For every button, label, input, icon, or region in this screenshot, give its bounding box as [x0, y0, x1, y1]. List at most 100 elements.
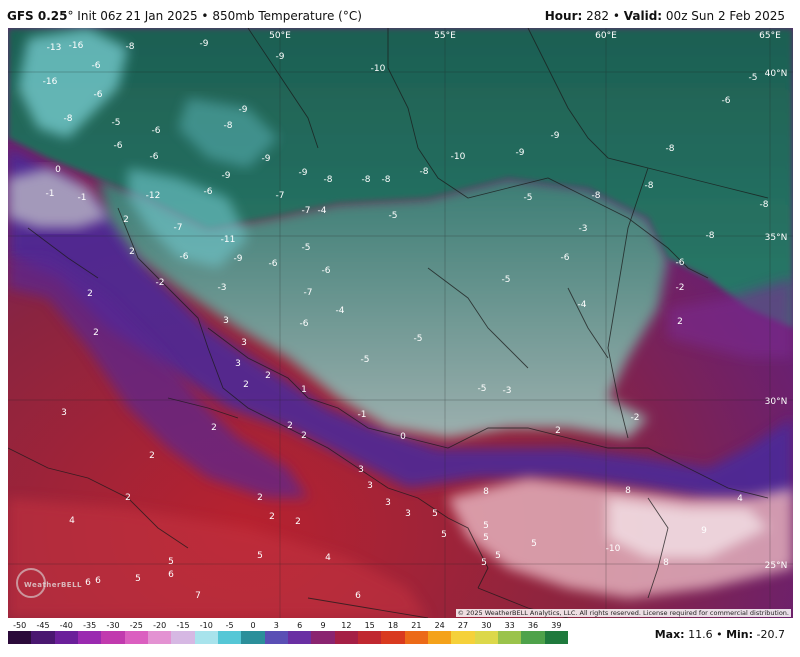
cold-patch-west [8, 168, 108, 228]
temperature-label: -8 [645, 181, 654, 191]
cool-interior-region [8, 258, 308, 498]
max-value: 11.6 [688, 628, 713, 641]
temperature-label: 5 [135, 574, 141, 584]
color-legend-swatch [404, 631, 428, 644]
temperature-label: -7 [276, 191, 285, 201]
temperature-label: 4 [69, 516, 75, 526]
color-legend-tick: -15 [176, 621, 190, 630]
temperature-label: 0 [400, 432, 406, 442]
color-legend-tick: -10 [199, 621, 213, 630]
logo-text: WeatherBELL [24, 581, 83, 589]
color-legend-ticks: -50 -45 -40 -35 -30 -25 -20 -15 -10 -5 0 3 6 9 12 15 18 2… [8, 621, 568, 632]
valid-label: Valid: [623, 9, 663, 23]
color-legend-swatch [217, 631, 242, 644]
temperature-label: 8 [663, 558, 669, 568]
temperature-label: 3 [241, 338, 247, 348]
temperature-label: -8 [420, 167, 429, 177]
temperature-label: 2 [265, 371, 271, 381]
temperature-label: -5 [302, 243, 311, 253]
temperature-label: -5 [112, 118, 121, 128]
temperature-label: 7 [195, 591, 201, 601]
temperature-label: -9 [516, 148, 525, 158]
model-name: GFS 0.25 [7, 9, 68, 23]
temperature-label: -5 [361, 355, 370, 365]
temperature-label: 3 [405, 509, 411, 519]
temperature-label: 6 [168, 570, 174, 580]
hour-value: 282 [586, 9, 610, 23]
color-legend-swatch [264, 631, 288, 644]
temperature-label: 5 [481, 558, 487, 568]
color-legend-swatch [334, 631, 358, 644]
color-legend-tick: 3 [273, 621, 279, 630]
temperature-label: 2 [149, 451, 155, 461]
temperature-label: 2 [123, 215, 129, 225]
coldest-patch-north [18, 28, 128, 138]
temperature-label: -3 [503, 386, 512, 396]
temperature-label: -6 [322, 266, 331, 276]
temperature-label: 8 [625, 486, 631, 496]
coldest-patch-zagros [128, 168, 248, 268]
southern-warm-region [8, 498, 428, 618]
temperature-label: -16 [69, 41, 84, 51]
temperature-label: -9 [200, 39, 209, 49]
temperature-label: -8 [324, 175, 333, 185]
color-legend-tick: 6 [297, 621, 303, 630]
temperature-label: 3 [385, 498, 391, 508]
temperature-label: 2 [129, 247, 135, 257]
color-legend-swatch [101, 631, 125, 644]
temperature-label: 5 [441, 530, 447, 540]
temperature-label: 4 [737, 494, 743, 504]
color-legend-swatch [381, 631, 405, 644]
color-legend-swatch [497, 631, 522, 644]
coordinate-label: 40°N [765, 69, 788, 79]
temperature-label: 2 [125, 493, 131, 503]
color-legend-tick: -45 [36, 621, 50, 630]
temperature-label: -10 [451, 152, 466, 162]
color-legend-swatch [311, 631, 335, 644]
temperature-label: -6 [269, 259, 278, 269]
temperature-label: -1 [78, 193, 87, 203]
valid-value: 00z Sun 2 Feb 2025 [665, 9, 785, 23]
temperature-label: -6 [561, 253, 570, 263]
temperature-label: -2 [631, 413, 640, 423]
temperature-label: 5 [531, 539, 537, 549]
temperature-label: -6 [300, 319, 309, 329]
color-legend-tick: -50 [13, 621, 27, 630]
temperature-label: -7 [304, 288, 313, 298]
temperature-label: -9 [299, 168, 308, 178]
temperature-label: -5 [414, 334, 423, 344]
temperature-label: -1 [358, 410, 367, 420]
color-legend: -50 -45 -40 -35 -30 -25 -20 -15 -10 -5 0 3 6 9 12 15 18 2… [0, 618, 800, 657]
color-legend-swatch [8, 631, 32, 644]
temperature-label: -2 [676, 283, 685, 293]
freezing-line-band [8, 148, 793, 498]
color-legend-tick: 27 [457, 621, 469, 630]
color-legend-bar [8, 631, 568, 644]
color-legend-swatch [124, 631, 148, 644]
temperature-label: -7 [174, 223, 183, 233]
coordinate-label: 55°E [434, 31, 456, 41]
temperature-label: -9 [276, 52, 285, 62]
temperature-label: 2 [211, 423, 217, 433]
temperature-map: 50°E 55°E 60°E 65°E 40°N 35°N 30°N 25°N -13 -16-… [8, 28, 793, 618]
temperature-label: -5 [749, 73, 758, 83]
temperature-label: 9 [701, 526, 707, 536]
temperature-label: -3 [218, 283, 227, 293]
color-legend-swatch [31, 631, 55, 644]
coordinate-label: 25°N [765, 561, 788, 571]
valid-time: Hour: 282 • Valid: 00z Sun 2 Feb 2025 [544, 9, 785, 23]
temperature-labels: -13 -16-16-8 -9-9-6-6-8 -5-6 -8-9-6-6 -9-9-8-… [43, 39, 769, 601]
color-legend-swatch [287, 631, 312, 644]
temperature-label: 6 [355, 591, 361, 601]
temperature-label: 2 [677, 317, 683, 327]
temperature-label: 1 [301, 385, 307, 395]
temperature-label: -6 [114, 141, 123, 151]
temperature-label: -10 [606, 544, 621, 554]
temperature-label: 2 [243, 380, 249, 390]
temperature-label: -8 [64, 114, 73, 124]
temperature-label: -8 [666, 144, 675, 154]
color-legend-swatch [357, 631, 382, 644]
coordinate-label: 30°N [765, 397, 788, 407]
temperature-label: 2 [301, 431, 307, 441]
temperature-label: -5 [502, 275, 511, 285]
